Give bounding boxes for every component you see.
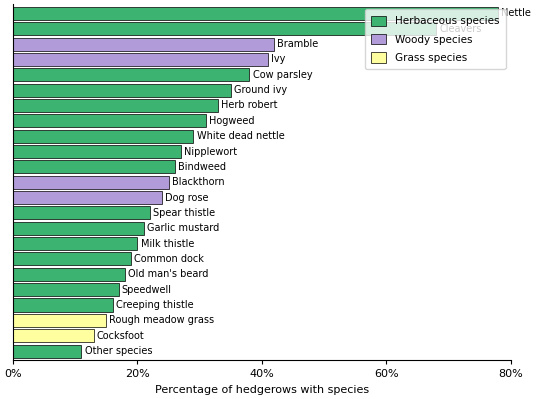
Bar — [13, 68, 249, 81]
Bar — [13, 268, 125, 281]
Text: Other species: Other species — [84, 346, 152, 356]
Legend: Herbaceous species, Woody species, Grass species: Herbaceous species, Woody species, Grass… — [365, 9, 505, 69]
Text: Cleavers: Cleavers — [439, 24, 482, 34]
Text: Garlic mustard: Garlic mustard — [147, 223, 219, 233]
X-axis label: Percentage of hedgerows with species: Percentage of hedgerows with species — [155, 385, 369, 395]
Bar — [13, 22, 436, 35]
Text: Nipplewort: Nipplewort — [184, 146, 237, 156]
Bar — [13, 283, 119, 296]
Bar — [13, 84, 231, 97]
Text: Nettle: Nettle — [502, 8, 531, 18]
Text: Ivy: Ivy — [271, 54, 286, 64]
Text: Herb robert: Herb robert — [221, 101, 278, 111]
Bar — [13, 237, 137, 250]
Bar — [13, 176, 169, 189]
Text: Milk thistle: Milk thistle — [141, 239, 194, 249]
Bar — [13, 53, 268, 66]
Text: Blackthorn: Blackthorn — [172, 177, 224, 187]
Bar — [13, 314, 106, 327]
Text: Rough meadow grass: Rough meadow grass — [110, 315, 215, 325]
Text: Ground ivy: Ground ivy — [234, 85, 287, 95]
Bar — [13, 114, 206, 127]
Text: Old man's beard: Old man's beard — [128, 269, 208, 279]
Text: Spear thistle: Spear thistle — [153, 208, 215, 218]
Text: Creeping thistle: Creeping thistle — [115, 300, 193, 310]
Bar — [13, 253, 131, 265]
Text: Cocksfoot: Cocksfoot — [97, 331, 145, 341]
Bar — [13, 222, 143, 235]
Bar — [13, 298, 113, 312]
Text: Hogweed: Hogweed — [209, 116, 255, 126]
Bar — [13, 38, 274, 51]
Bar — [13, 7, 498, 20]
Bar — [13, 160, 175, 174]
Text: Speedwell: Speedwell — [122, 284, 172, 294]
Bar — [13, 344, 82, 358]
Bar — [13, 329, 94, 342]
Text: Common dock: Common dock — [134, 254, 204, 264]
Bar — [13, 145, 181, 158]
Bar — [13, 191, 162, 204]
Bar — [13, 99, 219, 112]
Bar — [13, 206, 150, 219]
Text: Dog rose: Dog rose — [165, 193, 209, 203]
Text: Bindweed: Bindweed — [178, 162, 226, 172]
Text: Bramble: Bramble — [278, 39, 318, 49]
Text: Cow parsley: Cow parsley — [252, 70, 312, 80]
Bar — [13, 130, 193, 143]
Text: White dead nettle: White dead nettle — [197, 131, 284, 141]
